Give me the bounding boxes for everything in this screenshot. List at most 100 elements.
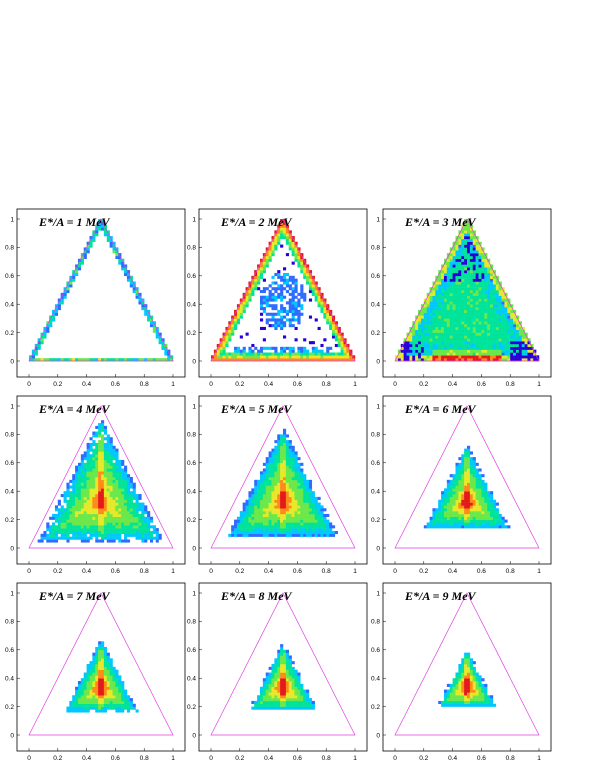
histogram-cell (487, 295, 491, 299)
histogram-cell (303, 519, 307, 523)
histogram-cell (418, 309, 422, 313)
histogram-cell (112, 477, 116, 481)
histogram-cell (138, 494, 142, 498)
histogram-cell (487, 329, 491, 333)
histogram-cell (106, 669, 110, 673)
histogram-cell (469, 309, 474, 313)
histogram-cell (443, 332, 448, 336)
histogram-cell (277, 698, 281, 702)
histogram-cell (478, 522, 482, 526)
histogram-cell (469, 247, 474, 251)
histogram-cell (103, 675, 108, 679)
histogram-cell (262, 301, 266, 305)
histogram-cell (75, 477, 79, 481)
histogram-cell (452, 272, 456, 277)
histogram-cell (458, 255, 462, 260)
histogram-cell (475, 281, 479, 285)
histogram-cell (492, 324, 497, 328)
histogram-cell (149, 318, 154, 322)
histogram-cell (277, 275, 281, 279)
histogram-cell (124, 477, 128, 481)
histogram-cell (297, 471, 301, 475)
histogram-cell (103, 678, 108, 682)
histogram-cell (236, 519, 241, 523)
histogram-cell (504, 318, 508, 322)
histogram-cell (43, 335, 47, 339)
histogram-cell (283, 278, 287, 282)
histogram-cell (452, 318, 456, 322)
histogram-cell (452, 321, 456, 325)
histogram-cell (443, 346, 448, 350)
histogram-cell (121, 703, 125, 707)
histogram-cell (449, 270, 453, 274)
histogram-cell (69, 491, 73, 495)
y-tick-label: 0.2 (5, 517, 14, 524)
histogram-cell (464, 236, 468, 240)
histogram-cell (236, 346, 241, 350)
histogram-cell (452, 525, 456, 529)
histogram-cell (268, 675, 272, 679)
histogram-cell (288, 661, 292, 665)
histogram-cell (469, 479, 474, 483)
histogram-cell (86, 491, 90, 495)
histogram-cell (495, 335, 499, 339)
histogram-cell (124, 530, 128, 535)
histogram-cell (478, 519, 482, 523)
histogram-cell (443, 261, 448, 265)
histogram-cell (54, 508, 59, 512)
histogram-cell (89, 465, 93, 469)
histogram-cell (86, 445, 90, 449)
histogram-cell (492, 343, 497, 348)
histogram-cell (311, 275, 315, 279)
histogram-cell (461, 272, 465, 277)
histogram-cell (291, 530, 295, 535)
histogram-cell (138, 530, 142, 535)
histogram-cell (135, 290, 139, 294)
histogram-cell (69, 508, 73, 512)
histogram-cell (280, 326, 284, 331)
x-tick-label: 0 (393, 568, 397, 575)
histogram-cell (467, 459, 471, 464)
histogram-cell (277, 700, 281, 705)
histogram-cell (438, 508, 442, 512)
histogram-cell (317, 496, 321, 500)
histogram-cell (472, 315, 476, 319)
histogram-cell (487, 264, 491, 268)
histogram-cell (161, 343, 165, 348)
histogram-cell (464, 335, 468, 339)
histogram-cell (95, 530, 99, 535)
histogram-cell (283, 703, 287, 707)
histogram-cell (271, 686, 275, 690)
histogram-cell (515, 358, 520, 362)
histogram-cell (86, 479, 90, 483)
histogram-cell (513, 338, 517, 342)
histogram-cell (54, 358, 59, 362)
histogram-cell (121, 488, 125, 492)
histogram-cell (484, 272, 488, 277)
histogram-cell (262, 295, 266, 299)
histogram-cell (481, 358, 485, 362)
histogram-cell (481, 275, 485, 279)
histogram-cell (109, 511, 113, 515)
histogram-cell (112, 706, 116, 710)
histogram-cell (285, 522, 290, 526)
histogram-cell (418, 324, 422, 328)
histogram-cell (420, 318, 425, 322)
histogram-cell (455, 281, 459, 285)
histogram-cell (124, 264, 128, 268)
histogram-cell (274, 318, 278, 322)
histogram-cell (467, 278, 471, 282)
histogram-cell (268, 457, 272, 461)
histogram-cell (306, 505, 310, 509)
histogram-cell (329, 358, 333, 362)
x-tick-label: 0.6 (293, 568, 302, 575)
histogram-cell (467, 479, 471, 483)
histogram-cell (271, 247, 275, 251)
histogram-cell (95, 539, 99, 543)
histogram-cell (464, 258, 468, 262)
histogram-cell (490, 309, 494, 313)
histogram-cell (98, 706, 102, 710)
histogram-cell (326, 528, 330, 532)
histogram-cell (297, 301, 301, 305)
histogram-cell (475, 295, 479, 299)
